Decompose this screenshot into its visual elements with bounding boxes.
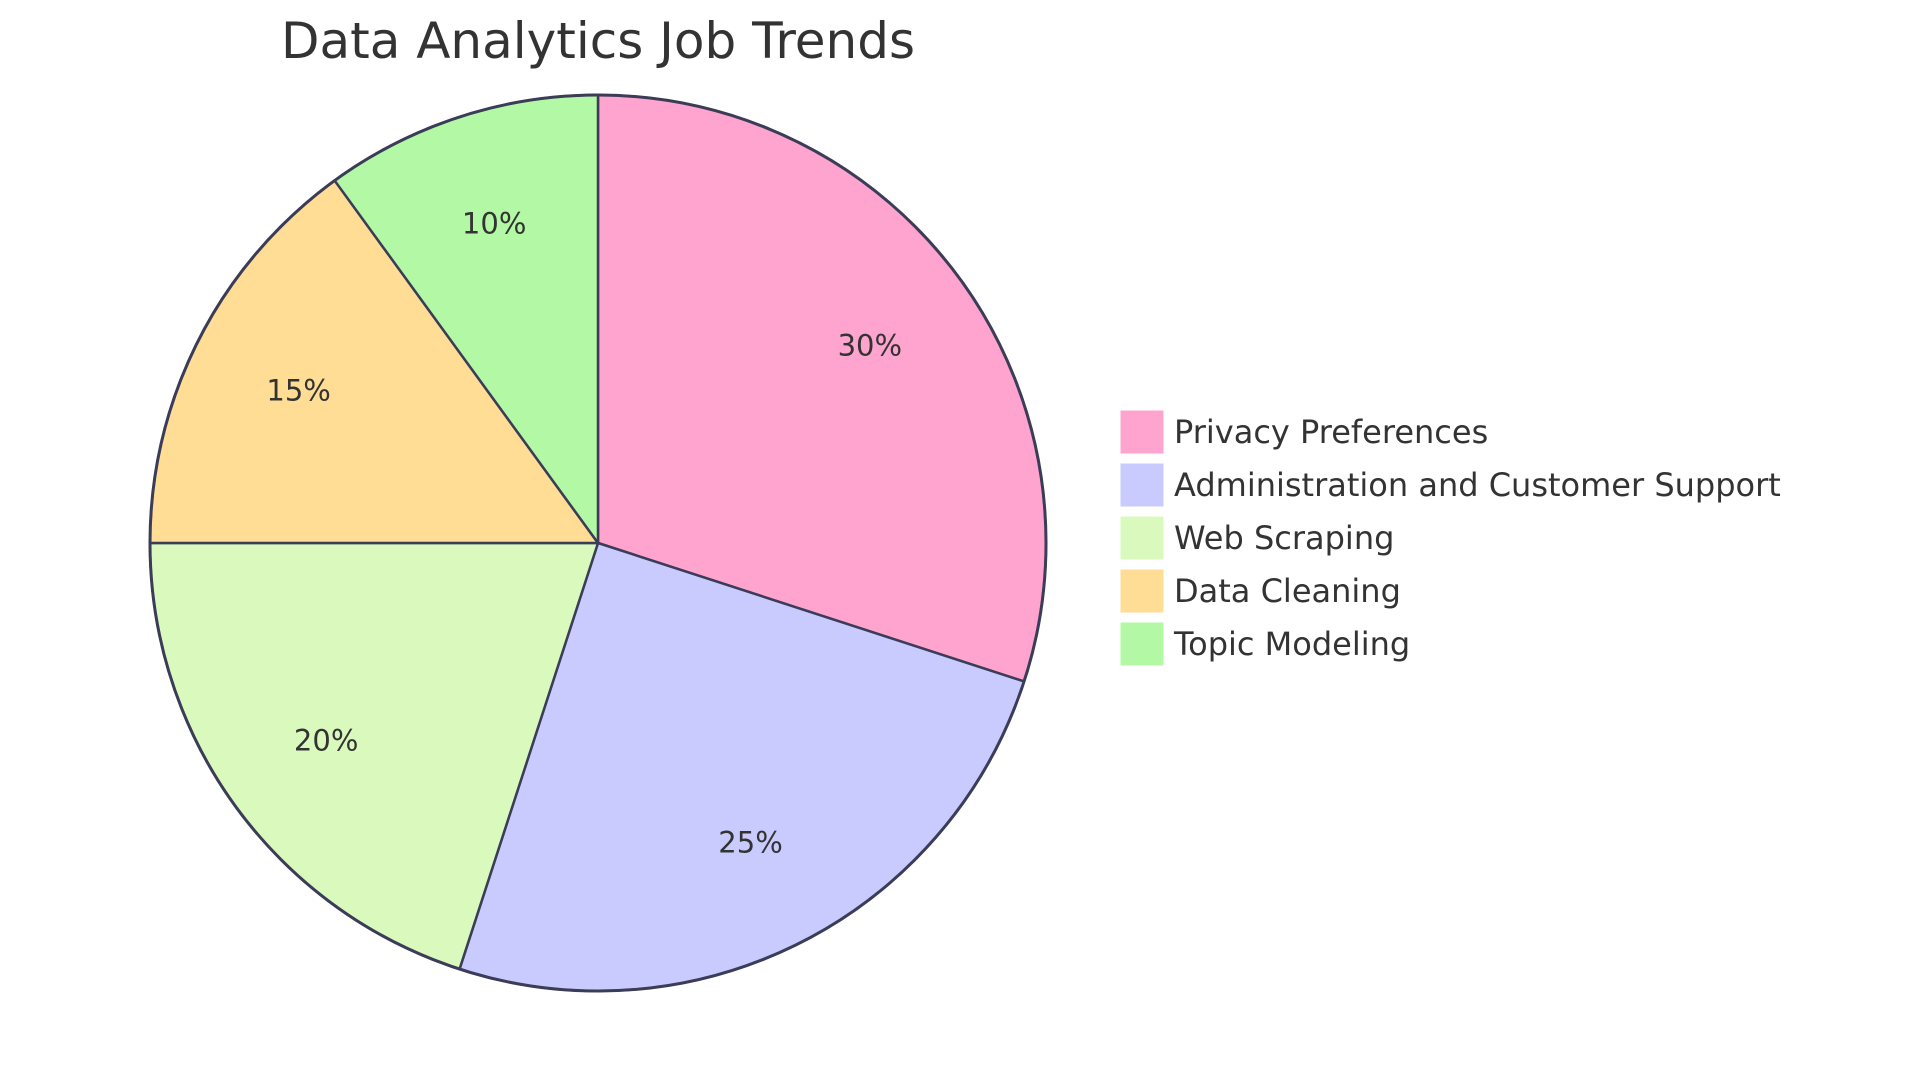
legend-item-topic-modeling: Topic Modeling	[1119, 621, 1410, 667]
pie-outline	[148, 93, 1048, 993]
legend-label-web-scraping: Web Scraping	[1174, 519, 1394, 557]
legend-item-web-scraping: Web Scraping	[1119, 515, 1394, 561]
legend-item-data-cleaning: Data Cleaning	[1119, 568, 1401, 614]
slice-label-topic-modeling: 10%	[462, 206, 526, 240]
legend-swatch-data-cleaning	[1119, 568, 1165, 614]
legend-swatch-topic-modeling	[1119, 621, 1165, 667]
pie-slice-labels: 30% 25% 20% 15% 10%	[266, 206, 902, 859]
slice-label-data-cleaning: 15%	[266, 373, 330, 407]
legend-swatch-web-scraping	[1119, 515, 1165, 561]
legend-label-administration-and-customer-support: Administration and Customer Support	[1174, 466, 1781, 504]
chart-title: Data Analytics Job Trends	[281, 12, 915, 70]
legend: Privacy Preferences Administration and Cu…	[1119, 409, 1781, 667]
legend-item-administration-and-customer-support: Administration and Customer Support	[1119, 462, 1781, 508]
legend-label-privacy-preferences: Privacy Preferences	[1174, 413, 1488, 451]
legend-swatch-administration-and-customer-support	[1119, 462, 1165, 508]
legend-swatch-privacy-preferences	[1119, 409, 1165, 455]
slice-label-privacy-preferences: 30%	[838, 329, 902, 363]
legend-item-privacy-preferences: Privacy Preferences	[1119, 409, 1488, 455]
slice-label-web-scraping: 20%	[294, 723, 358, 757]
pie-slices	[148, 93, 1048, 993]
legend-label-data-cleaning: Data Cleaning	[1174, 572, 1401, 610]
legend-label-topic-modeling: Topic Modeling	[1173, 625, 1410, 663]
slice-label-administration-and-customer-support: 25%	[718, 825, 782, 859]
